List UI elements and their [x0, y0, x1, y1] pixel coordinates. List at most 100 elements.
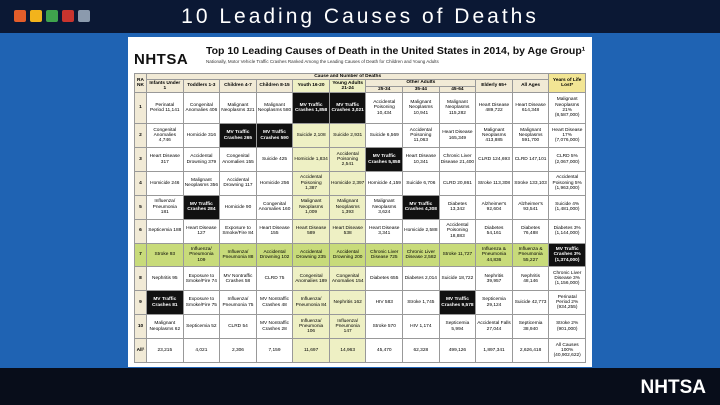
cell: MV Traffic Crashes 284 [182, 194, 221, 220]
icon [30, 10, 42, 22]
cell: 499,126 [438, 337, 477, 364]
cell: Malignant Neoplasms 413,885 [475, 123, 513, 149]
cell: Heart Disease 3,341 [365, 218, 404, 244]
cell: Diabetes 76,488 [511, 218, 550, 244]
cell: CLRD 5% (2,067,000) [548, 147, 586, 172]
column-header: All Ages [511, 79, 550, 93]
cell: 62,328 [402, 337, 440, 364]
cell: Malignant Neoplasms 356 [182, 170, 221, 196]
column-header: Children 4-7 [219, 79, 257, 93]
cell: Heart Disease 538 [328, 218, 367, 244]
cell: MV Traffic Crashes 590 [255, 123, 294, 149]
cell: Septicemia 52 [182, 314, 221, 339]
slide-title: 10 Leading Causes of Deaths [181, 5, 539, 28]
cell: Accidental Drowning 235 [292, 242, 330, 268]
group-header: Other Adults [365, 79, 477, 87]
icon [14, 10, 26, 22]
group-header: Cause and Number of Deaths [145, 72, 550, 81]
cell: Malignant Neoplasms 1,009 [292, 194, 330, 220]
cell: Accidental Poisoning 11,063 [402, 123, 440, 149]
cell: MV Traffic Crashes 81 [146, 290, 184, 316]
cell: Influenza/ Pneumonia 88 [219, 242, 257, 268]
column-header: Young Adults 21-24 [328, 79, 367, 93]
cell: Homicide 4,159 [365, 170, 404, 196]
figure-subtitle: Nationally, Motor Vehicle Traffic Crashe… [206, 59, 439, 64]
cell: Chronic Liver Disease 2,582 [402, 242, 440, 268]
rank: 1 [134, 91, 147, 125]
cell: Accidental Poisoning 2,541 [328, 147, 367, 172]
cell: Alzheimer's 92,604 [475, 194, 513, 220]
table: RANK Cause and Number of Deaths Years of L… [134, 72, 586, 364]
cell: Heart Disease 17% (7,076,000) [548, 123, 586, 149]
cell: Stroke 133,103 [511, 170, 550, 196]
cell: Suicide 6,706 [402, 170, 440, 196]
cell: Homicide 316 [182, 123, 221, 149]
cell: Accidental Drowning 379 [182, 147, 221, 172]
cell: Suicide 425 [255, 147, 294, 172]
cell: Stroke 93 [146, 242, 184, 268]
cell: MV Traffic Crashes 3,021 [328, 91, 367, 125]
cell: Perinatal Period 2% (934,255) [548, 290, 586, 316]
cell: Influenza & Pneumonia 55,227 [511, 242, 550, 268]
cell: 2,306 [219, 337, 257, 364]
cell: 4,021 [182, 337, 221, 364]
cell: Malignant Neoplasms 115,282 [438, 91, 477, 125]
cell: Suicide 42,773 [511, 290, 550, 316]
cell: Homicide 90 [219, 194, 257, 220]
cell: Influenza/ Pneumonia 181 [146, 194, 184, 220]
cell: CLRD 20,861 [438, 170, 477, 196]
cell: 7,159 [255, 337, 294, 364]
cell: Heart Disease 489,722 [475, 91, 513, 125]
rank: 5 [134, 194, 147, 220]
cell: Congenital Anomalies 4,746 [146, 123, 184, 149]
figure-title: Top 10 Leading Causes of Death in the Un… [206, 45, 586, 57]
rank: All¹ [134, 337, 147, 364]
column-header: Children 8-15 [255, 79, 294, 93]
icon [46, 10, 58, 22]
cell: Diabetes 655 [365, 266, 404, 292]
cell: Accidental Poisoning 5% (1,963,000) [548, 170, 586, 196]
cell: Malignant Neoplasms 1,393 [328, 194, 367, 220]
cell: CLRD 124,693 [475, 147, 513, 172]
cell: Heart Disease 614,348 [511, 91, 550, 125]
cell: Heart Disease 155 [255, 218, 294, 244]
cell: Heart Disease 127 [182, 218, 221, 244]
cell: HIV 583 [365, 290, 404, 316]
cell: MV Traffic Crashes 1,858 [292, 91, 330, 125]
cell: Septicemia 29,124 [475, 290, 513, 316]
cell: Influenza/ Pneumonia 84 [292, 290, 330, 316]
column-header: 45-64 [438, 85, 477, 93]
cell: Nephritis 48,146 [511, 266, 550, 292]
cell: Exposure to Smoke/Fire 74 [182, 266, 221, 292]
cell: 23,215 [146, 337, 184, 364]
cell: Septicemia 188 [146, 218, 184, 244]
cell: Stroke 570 [365, 314, 404, 339]
cell: All Causes 100% (40,902,622) [548, 337, 586, 364]
cell: Stroke 11,727 [438, 242, 477, 268]
cell: Perinatal Period 11,141 [146, 91, 184, 125]
figure: NHTSA Top 10 Leading Causes of Death in … [128, 37, 592, 367]
cell: Suicide 2,108 [292, 123, 330, 149]
cell: Malignant Neoplasms 321 [219, 91, 257, 125]
cell: Accidental Poisoning 1,387 [292, 170, 330, 196]
cell: MV Traffic Crashes 9,578 [438, 290, 477, 316]
cell: Accidental Drowning 117 [219, 170, 257, 196]
cell: Chronic Liver Disease 3% (1,156,000) [548, 266, 586, 292]
cell: MV Traffic Crashes 5,858 [365, 147, 404, 172]
cell: Suicide 6,569 [365, 123, 404, 149]
cell: Alzheimer's 93,541 [511, 194, 550, 220]
cell: Accidental Poisoning 10,434 [365, 91, 404, 125]
cell: Stroke 1,745 [402, 290, 440, 316]
footer: NHTSA [0, 368, 720, 405]
cell: Stroke 113,308 [475, 170, 513, 196]
cell: CLRD 75 [255, 266, 294, 292]
cell: 45,470 [365, 337, 404, 364]
rank: 8 [134, 266, 147, 292]
cell: Influenza/ Pneumonia 75 [219, 290, 257, 316]
cell: HIV 1,174 [402, 314, 440, 339]
rank: 4 [134, 170, 147, 196]
cell: Accidental Drowning 200 [328, 242, 367, 268]
cell: Heart Disease 10,341 [402, 147, 440, 172]
cell: Congenital Anomalies 406 [182, 91, 221, 125]
